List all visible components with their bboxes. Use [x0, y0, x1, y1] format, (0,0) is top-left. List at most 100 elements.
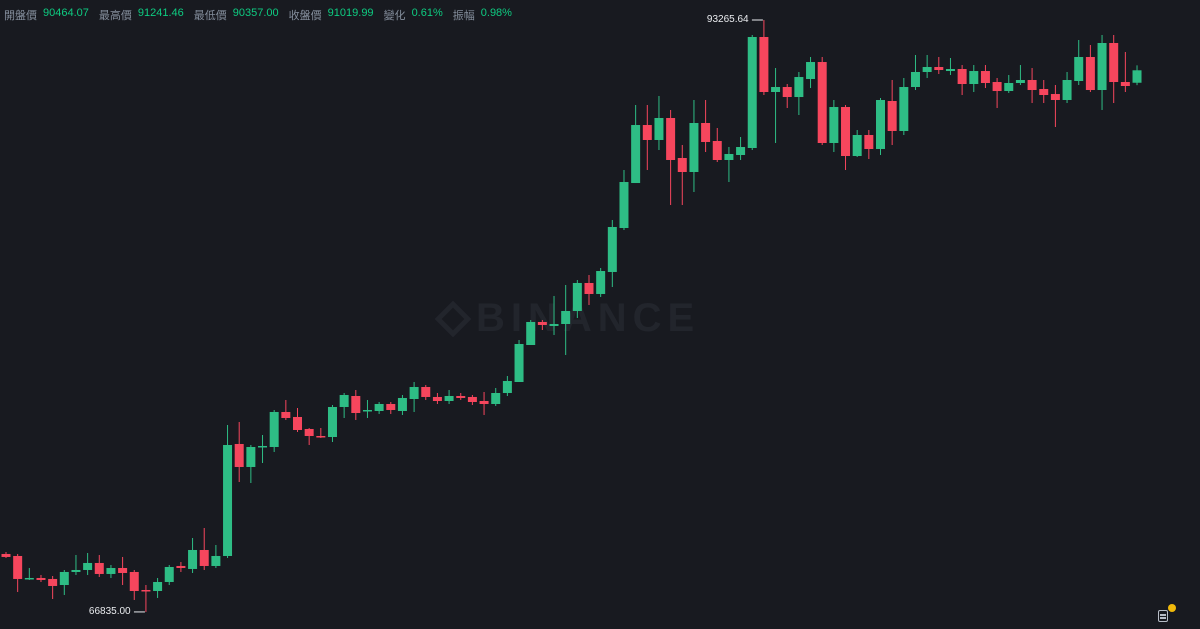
- candle[interactable]: [281, 399, 291, 420]
- candle[interactable]: [211, 544, 221, 568]
- candle[interactable]: [304, 428, 314, 445]
- candle[interactable]: [1120, 52, 1130, 93]
- candle[interactable]: [246, 444, 256, 484]
- candle[interactable]: [957, 65, 967, 96]
- candle[interactable]: [922, 55, 932, 79]
- candle[interactable]: [502, 375, 512, 396]
- candle[interactable]: [747, 35, 757, 151]
- candle[interactable]: [852, 130, 862, 157]
- candle[interactable]: [806, 56, 816, 89]
- candle[interactable]: [118, 556, 128, 585]
- candle[interactable]: [1027, 68, 1037, 103]
- candle[interactable]: [94, 554, 104, 577]
- candle[interactable]: [223, 424, 233, 558]
- candle[interactable]: [899, 78, 909, 136]
- candle[interactable]: [13, 553, 23, 592]
- candle[interactable]: [782, 84, 792, 108]
- candle[interactable]: [1015, 65, 1025, 86]
- candle[interactable]: [59, 569, 69, 595]
- candle[interactable]: [327, 405, 337, 442]
- candle[interactable]: [141, 584, 151, 612]
- candle[interactable]: [876, 98, 885, 155]
- candle[interactable]: [980, 65, 990, 89]
- candle[interactable]: [910, 55, 920, 91]
- candle[interactable]: [817, 56, 827, 145]
- candle[interactable]: [409, 382, 419, 412]
- candle[interactable]: [48, 575, 58, 599]
- candle[interactable]: [153, 577, 163, 598]
- candle[interactable]: [83, 552, 93, 575]
- candle[interactable]: [724, 147, 734, 183]
- candle[interactable]: [654, 96, 664, 151]
- notes-icon[interactable]: [1158, 610, 1168, 622]
- candle[interactable]: [258, 434, 268, 464]
- candle[interactable]: [572, 279, 582, 318]
- candle[interactable]: [479, 391, 489, 415]
- candle[interactable]: [677, 144, 687, 206]
- candle[interactable]: [316, 428, 326, 438]
- candle[interactable]: [269, 409, 279, 452]
- candle[interactable]: [561, 284, 571, 355]
- candle[interactable]: [1039, 79, 1049, 103]
- candle[interactable]: [701, 99, 711, 152]
- candle[interactable]: [1, 551, 11, 558]
- candle[interactable]: [969, 65, 979, 93]
- candle[interactable]: [1074, 39, 1084, 86]
- candle[interactable]: [514, 339, 524, 383]
- candle[interactable]: [374, 401, 384, 414]
- candle[interactable]: [1097, 35, 1107, 110]
- candle[interactable]: [759, 20, 769, 96]
- candle[interactable]: [339, 392, 349, 418]
- candle[interactable]: [234, 421, 244, 482]
- candle[interactable]: [794, 72, 804, 116]
- candle[interactable]: [467, 394, 477, 406]
- candle[interactable]: [199, 527, 209, 570]
- candle[interactable]: [945, 58, 955, 76]
- candle[interactable]: [36, 574, 46, 582]
- candle[interactable]: [456, 392, 466, 400]
- candle[interactable]: [736, 136, 746, 160]
- candle[interactable]: [619, 170, 629, 231]
- candle[interactable]: [106, 564, 116, 578]
- candle[interactable]: [362, 399, 372, 418]
- candle[interactable]: [1132, 65, 1142, 86]
- candle[interactable]: [1004, 75, 1014, 94]
- candle[interactable]: [526, 319, 536, 346]
- candle[interactable]: [631, 104, 641, 184]
- candle[interactable]: [642, 104, 652, 171]
- candle[interactable]: [129, 569, 139, 600]
- candle[interactable]: [887, 79, 897, 145]
- candle[interactable]: [24, 567, 34, 580]
- candle[interactable]: [432, 392, 442, 404]
- candle[interactable]: [397, 394, 407, 415]
- candle[interactable]: [864, 130, 874, 160]
- candle[interactable]: [934, 56, 944, 74]
- candle[interactable]: [992, 78, 1002, 108]
- candle[interactable]: [491, 388, 501, 406]
- candle[interactable]: [549, 295, 559, 335]
- candle[interactable]: [537, 319, 547, 330]
- candle[interactable]: [771, 68, 781, 143]
- candle[interactable]: [71, 554, 81, 575]
- candle[interactable]: [293, 408, 302, 432]
- candle[interactable]: [421, 385, 431, 400]
- candle[interactable]: [164, 564, 174, 585]
- candle[interactable]: [351, 389, 361, 420]
- candle[interactable]: [386, 401, 396, 414]
- candle[interactable]: [1062, 72, 1072, 103]
- candle[interactable]: [829, 99, 839, 152]
- candle[interactable]: [841, 104, 851, 171]
- candle[interactable]: [596, 268, 606, 297]
- candle[interactable]: [1109, 35, 1119, 103]
- candle[interactable]: [666, 109, 676, 206]
- candle[interactable]: [607, 220, 617, 287]
- candle[interactable]: [444, 389, 454, 404]
- candle[interactable]: [188, 537, 198, 573]
- candle[interactable]: [712, 127, 722, 163]
- candle[interactable]: [176, 561, 186, 572]
- candle[interactable]: [1085, 45, 1095, 93]
- candle[interactable]: [584, 274, 594, 305]
- candle[interactable]: [689, 99, 699, 192]
- candle[interactable]: [1050, 85, 1060, 128]
